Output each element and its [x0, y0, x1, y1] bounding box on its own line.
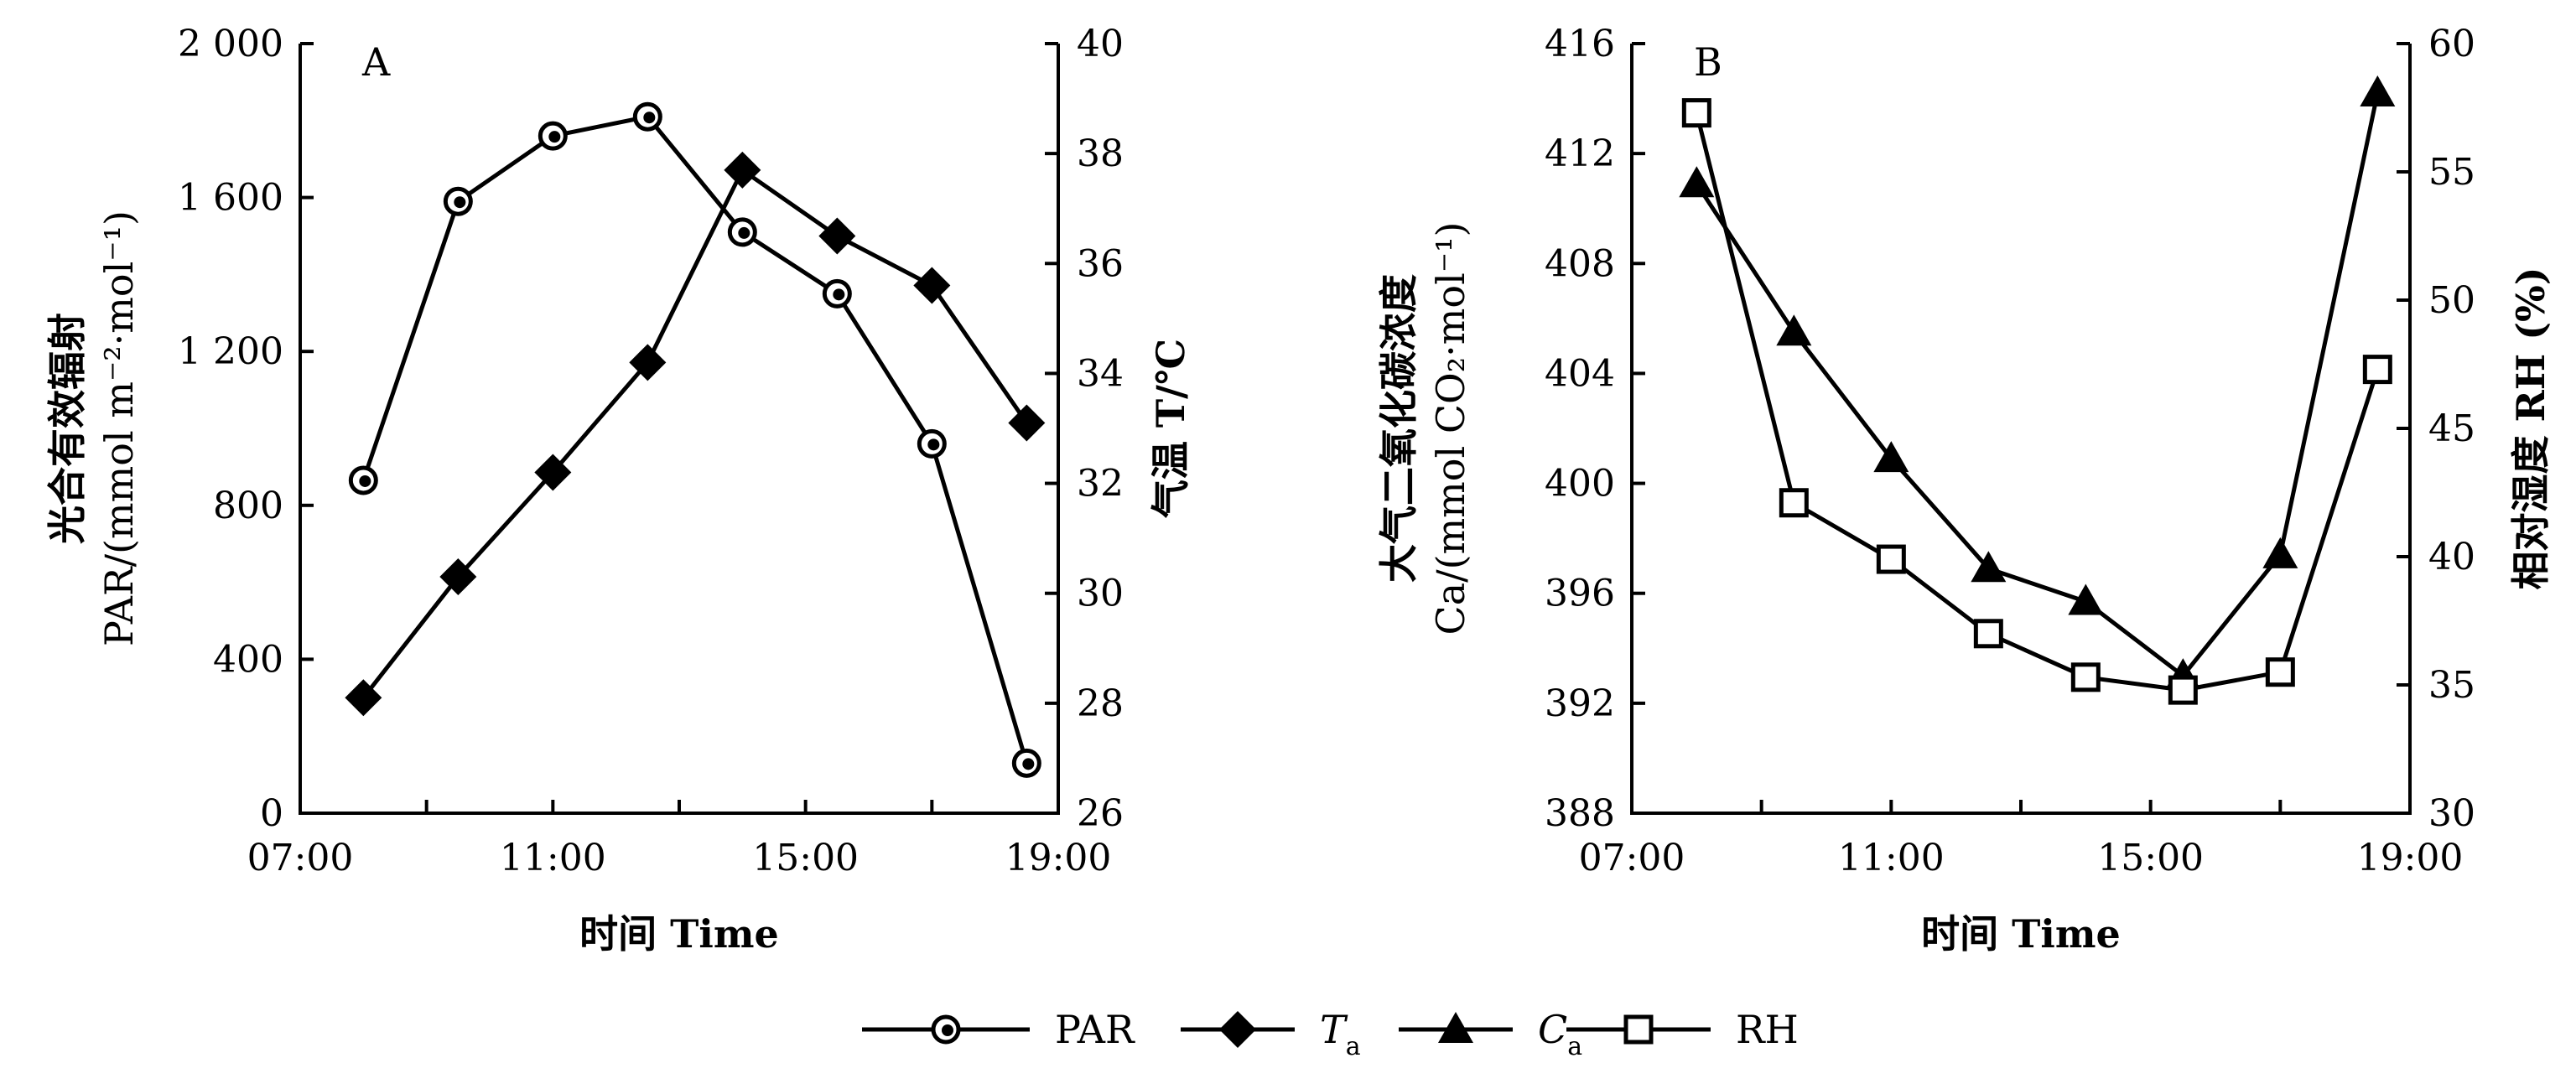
data-point-rh: [2070, 662, 2101, 692]
data-point-rh: [1876, 544, 1906, 574]
data-point-ta: [913, 267, 951, 304]
data-point-par: [538, 121, 568, 151]
legend-label: Ca: [1538, 1007, 1582, 1061]
y-left-tick-label: 396: [1545, 573, 1615, 615]
x-tick-label: 11:00: [500, 837, 606, 879]
data-point-par: [632, 101, 662, 132]
y-left-tick-label: 404: [1545, 352, 1615, 395]
y-right-tick-label: 45: [2428, 407, 2475, 450]
x-tick-label: 15:00: [752, 837, 859, 879]
data-point-rh: [2362, 355, 2392, 385]
legend-marker-square: [1623, 1014, 1654, 1045]
data-point-ca: [1971, 551, 2007, 583]
y-left-tick-label: 416: [1545, 23, 1615, 65]
data-point-rh: [1973, 619, 2003, 649]
y-left-axis-unit: Ca/(mmol CO₂·mol⁻¹): [1428, 222, 1473, 635]
y-left-tick-label: 1 600: [178, 177, 283, 220]
y-right-tick-label: 60: [2428, 23, 2475, 65]
legend-item: Ca: [1399, 1007, 1582, 1061]
legend-marker-triangle: [1438, 1012, 1473, 1043]
y-right-tick-label: 38: [1077, 132, 1124, 175]
data-point-ca: [1873, 441, 1909, 473]
y-left-tick-label: 800: [213, 485, 283, 527]
y-right-tick-label: 50: [2428, 279, 2475, 322]
data-point-ta: [534, 454, 572, 491]
data-point-rh: [2168, 675, 2198, 705]
x-tick-label: 15:00: [2097, 837, 2204, 879]
data-point-ca: [1776, 314, 1812, 346]
x-tick-label: 07:00: [1579, 837, 1685, 879]
series-line-ca: [1695, 92, 2380, 678]
data-point-par: [1011, 748, 1041, 778]
data-point-ta: [724, 151, 761, 189]
series-line-par: [361, 114, 1029, 765]
y-left-tick-label: 400: [1545, 463, 1615, 506]
y-left-tick-label: 412: [1545, 132, 1615, 175]
y-left-axis-unit: PAR/(mmol m⁻²·mol⁻¹): [96, 210, 142, 646]
legend-item: RH: [1566, 1007, 1799, 1052]
data-point-ca: [1679, 166, 1715, 198]
legend-item: Ta: [1181, 1007, 1361, 1061]
panel-a: 07:00 11:00 15:00 19:00 0 400 800 1 200 1 600 2 0…: [44, 23, 1193, 957]
series-line-ta: [361, 168, 1029, 699]
panel-label: A: [361, 39, 391, 85]
x-tick-label: 19:00: [2357, 837, 2464, 879]
y-right-tick-label: 30: [2428, 792, 2475, 835]
data-point-ta: [1008, 404, 1046, 442]
y-left-tick-label: 392: [1545, 682, 1615, 725]
y-right-tick-label: 30: [1077, 573, 1124, 615]
x-tick-label: 07:00: [247, 837, 354, 879]
legend-label: Ta: [1320, 1007, 1361, 1061]
panel-label: B: [1694, 39, 1722, 85]
y-left-tick-label: 400: [213, 638, 283, 681]
data-point-par: [727, 217, 757, 247]
data-point-ta: [629, 344, 667, 381]
legend: PAR Ta Ca RH: [862, 1007, 1799, 1061]
x-tick-label: 11:00: [1838, 837, 1945, 879]
y-right-tick-label: 55: [2428, 151, 2475, 194]
y-left-tick-label: 2 000: [178, 23, 283, 65]
y-right-tick-label: 26: [1077, 792, 1124, 835]
y-right-tick-label: 40: [2428, 536, 2475, 578]
x-tick-label: 19:00: [1005, 837, 1112, 879]
y-left-tick-label: 0: [260, 792, 283, 835]
data-point-ta: [439, 558, 477, 596]
y-left-tick-label: 388: [1545, 792, 1615, 835]
data-point-ca: [2360, 75, 2396, 107]
legend-item: PAR: [862, 1007, 1135, 1052]
data-point-par: [917, 428, 947, 459]
y-left-tick-label: 1 200: [178, 330, 283, 373]
y-right-tick-label: 28: [1077, 682, 1124, 725]
legend-marker-diamond: [1219, 1011, 1256, 1048]
y-left-axis-title: 大气二氧化碳浓度: [1376, 274, 1421, 583]
x-axis-title: 时间 Time: [1921, 911, 2121, 957]
y-left-axis-title: 光合有效辐射: [44, 313, 90, 544]
y-right-axis-title: 相对湿度 RH (%): [2508, 267, 2553, 590]
y-right-tick-label: 32: [1077, 463, 1124, 506]
data-point-rh: [1779, 488, 1809, 518]
data-point-ca: [2068, 583, 2104, 615]
y-right-tick-label: 35: [2428, 664, 2475, 707]
data-point-par: [822, 278, 852, 309]
data-point-ta: [818, 217, 856, 255]
y-right-tick-label: 34: [1077, 352, 1124, 395]
data-point-ca: [2262, 537, 2298, 568]
legend-label: RH: [1736, 1007, 1799, 1052]
data-point-rh: [1681, 98, 1711, 128]
y-right-axis-title: 气温 T/℃: [1148, 339, 1193, 518]
data-point-par: [443, 186, 473, 216]
y-right-tick-label: 36: [1077, 242, 1124, 285]
series-line-rh: [1694, 112, 2380, 692]
y-left-tick-label: 408: [1545, 242, 1615, 285]
data-point-par: [348, 465, 378, 495]
x-axis-title: 时间 Time: [579, 911, 779, 957]
legend-marker-circle-dot: [931, 1014, 961, 1045]
legend-label: PAR: [1055, 1007, 1135, 1052]
data-point-ta: [345, 679, 382, 717]
data-point-rh: [2265, 657, 2295, 687]
panel-b: 07:00 11:00 15:00 19:00 388 392 396 400 404 408 41…: [1376, 23, 2553, 957]
y-right-tick-label: 40: [1077, 23, 1124, 65]
